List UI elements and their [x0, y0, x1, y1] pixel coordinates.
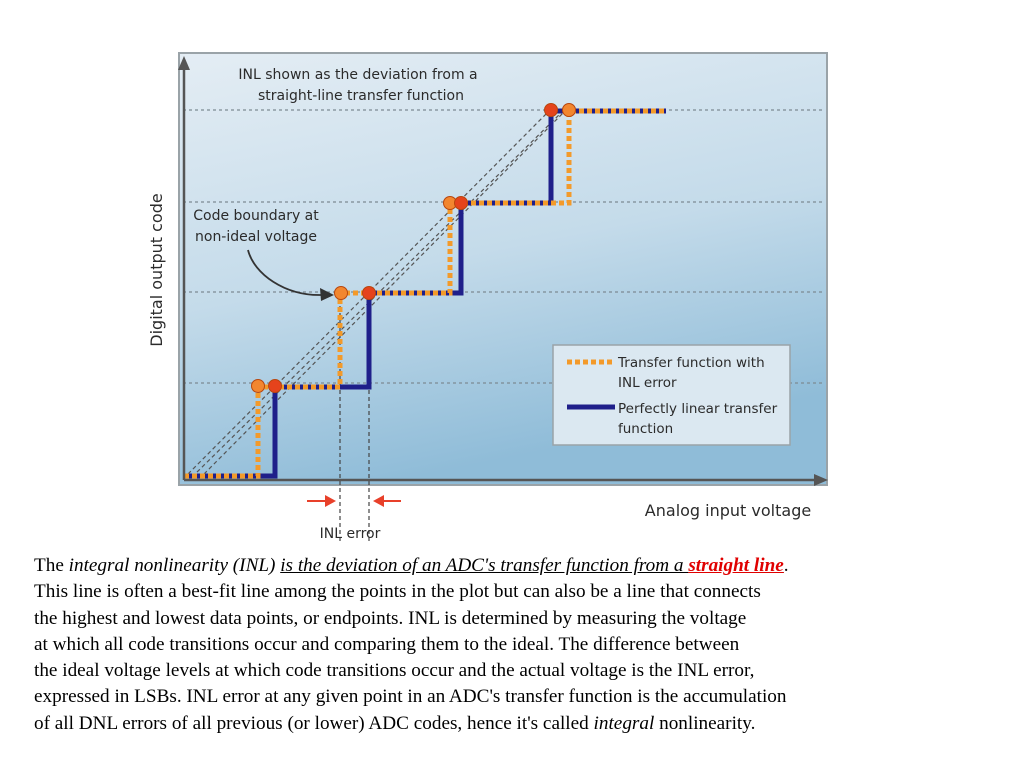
legend-item2-line1: Perfectly linear transfer: [618, 401, 778, 417]
marker-ideal-3: [454, 196, 468, 210]
annotation-left-line1: Code boundary at: [193, 208, 319, 224]
x-axis-arrow-icon: [814, 474, 828, 486]
caption-line-7: of all DNL errors of all previous (or lo…: [34, 711, 1009, 737]
curved-arrow-icon: [247, 249, 323, 296]
x-axis-label: Analog input voltage: [645, 501, 811, 520]
curved-arrow-head-icon: [320, 288, 334, 301]
caption-text: nonlinearity.: [654, 712, 756, 734]
inl-diagram: INL shown as the deviation from a straig…: [147, 52, 828, 544]
caption-line-1: The integral nonlinearity (INL) is the d…: [34, 553, 1009, 579]
caption-text: .: [783, 555, 789, 576]
legend-item2-line2: function: [618, 421, 673, 437]
inl-error-arrow-left-icon: [325, 495, 336, 507]
transition-markers: [251, 103, 576, 393]
y-axis-label: Digital output code: [147, 193, 166, 346]
legend: Transfer function with INL error Perfect…: [552, 344, 791, 446]
caption-line-2: This line is often a best-fit line among…: [34, 581, 761, 603]
straight-line-through-inl-points: [187, 107, 553, 475]
caption-line-6: expressed in LSBs. INL error at any give…: [34, 686, 787, 708]
marker-inl-4: [544, 103, 558, 117]
inl-error-label: INL error: [320, 526, 381, 542]
inl-error-arrow-right-icon: [373, 495, 384, 507]
marker-ideal-1: [268, 379, 282, 393]
caption-text: The: [34, 555, 69, 576]
marker-ideal-2: [362, 286, 376, 300]
annotation-top-line1: INL shown as the deviation from a: [238, 67, 477, 83]
marker-ideal-4: [562, 103, 576, 117]
axes: [178, 56, 828, 486]
caption-line-3: the highest and lowest data points, or e…: [34, 607, 747, 629]
caption-term-integral: integral: [593, 712, 655, 734]
straight-line-through-ideal-points: [203, 107, 569, 475]
marker-inl-2: [334, 286, 348, 300]
caption-line-4: at which all code transitions occur and …: [34, 633, 740, 655]
legend-item1-line1: Transfer function with: [617, 355, 765, 371]
marker-inl-1: [251, 379, 265, 393]
straight-line-link[interactable]: straight line: [688, 555, 784, 576]
legend-item1-line2: INL error: [618, 375, 677, 391]
annotation-left-line2: non-ideal voltage: [195, 229, 317, 245]
caption-paragraph: The integral nonlinearity (INL) is the d…: [34, 553, 1009, 737]
caption-line-5: the ideal voltage levels at which code t…: [34, 660, 755, 682]
caption-term-inl: integral nonlinearity (INL): [68, 555, 276, 576]
y-axis-arrow-icon: [178, 56, 190, 70]
caption-text: of all DNL errors of all previous (or lo…: [34, 712, 594, 734]
linear-transfer-function: [184, 108, 666, 479]
inl-transfer-function: [184, 108, 666, 479]
caption-definition: is the deviation of an ADC's transfer fu…: [280, 555, 784, 576]
caption-definition-text: is the deviation of an ADC's transfer fu…: [280, 555, 689, 576]
annotation-top-line2: straight-line transfer function: [258, 88, 464, 104]
